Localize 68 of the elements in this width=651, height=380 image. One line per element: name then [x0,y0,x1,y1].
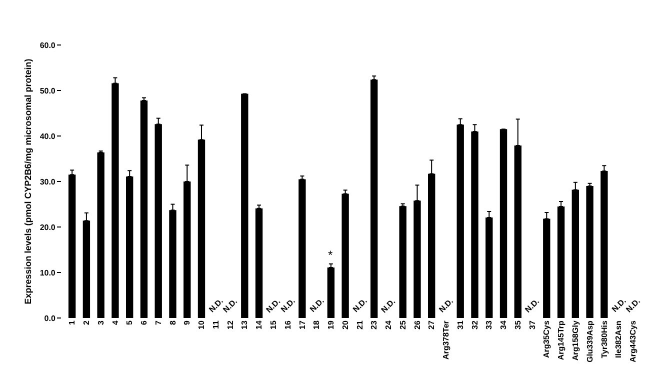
bar [97,152,104,318]
x-tick-label: 4 [110,320,120,326]
text: N.D. [308,296,326,314]
x-tick-label: 18 [312,320,322,330]
x-tick-label: 34 [499,320,508,330]
y-tick-label: 60.0 [40,40,56,50]
text: N.D. [279,296,297,314]
x-tick-label: 11 [211,320,220,330]
x-tick-label: 19 [326,320,336,330]
x-tick-label: 13 [240,320,250,330]
bar [370,80,378,318]
x-tick-label: 8 [168,320,178,326]
x-tick-label: 35 [513,320,522,330]
x-tick-label: 16 [283,320,292,330]
bar [241,94,248,318]
x-tick-label: 1 [68,320,77,326]
x-tick-label: 37 [528,320,537,330]
bar [327,268,335,318]
y-tick-label: 30.0 [40,177,56,186]
x-tick-label: 33 [484,320,494,330]
x-tick-label: 6 [140,320,149,326]
text: N.D. [379,296,398,315]
bar [399,206,406,318]
x-tick-label: 12 [226,320,235,330]
x-tick-label: 7 [154,320,163,326]
x-tick-label: Arg443Cys [628,320,638,362]
text: N.D. [437,296,455,314]
x-tick-label: 14 [254,320,264,330]
x-tick-label: 17 [298,320,307,330]
x-tick-label: 21 [355,320,364,330]
text: N.D. [523,296,542,314]
x-tick-label: 24 [384,320,394,330]
x-tick-label: Arg378Ter [442,320,451,360]
x-tick-label: 15 [269,320,278,330]
x-tick-label: 26 [412,320,422,330]
y-axis-title: Expression levels (pmol CYP2B6/mg microsomal protein) [23,58,34,304]
text: N.D. [351,296,369,314]
x-tick-label: 31 [456,320,465,330]
x-tick-label: Arg145Trp [556,320,566,360]
annotation: * [328,248,333,262]
x-tick-label: 23 [370,320,379,330]
x-tick-label: 25 [398,320,408,330]
y-tick-label: 0.0 [44,314,56,323]
x-tick-label: 9 [182,320,192,326]
x-tick-label: 20 [340,320,350,330]
y-tick-label: 40.0 [40,132,56,141]
y-tick-label: 50.0 [40,86,56,96]
x-tick-label: 5 [125,320,134,326]
bar [586,186,594,318]
bar [342,194,349,318]
bar [298,179,306,318]
x-tick-label: Arg35Cys [542,320,552,358]
y-tick-label: 20.0 [40,222,56,232]
bar [140,100,148,318]
x-tick-label: 2 [82,320,92,326]
x-tick-label: 32 [470,320,480,330]
x-tick-label: 3 [96,320,106,326]
x-tick-label: Glu339Asp [585,320,594,362]
x-tick-label: 27 [427,320,436,330]
y-tick-label: 10.0 [40,268,56,278]
bar [500,129,508,318]
bar [255,208,263,318]
text: N.D. [221,296,240,314]
x-tick-label: Tyr380His [600,320,609,358]
x-tick-label: 10 [197,320,206,330]
x-tick-label: Arg158Gly [571,320,580,361]
text: N.D. [624,296,642,314]
x-tick-label: Ile382Asn [614,320,624,358]
